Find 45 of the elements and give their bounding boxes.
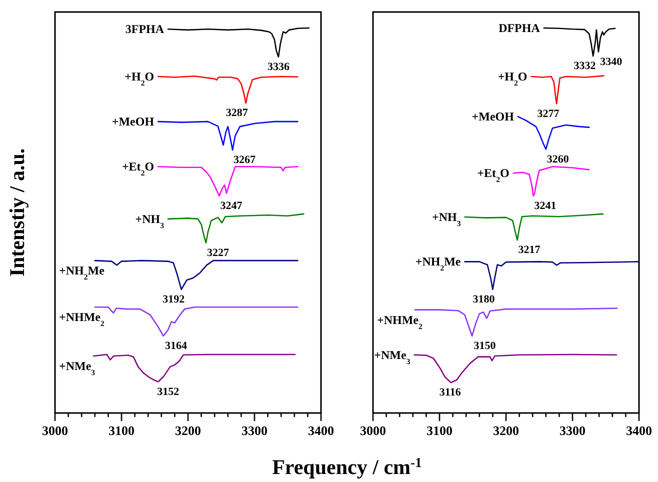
annotation: 3152 <box>157 386 180 398</box>
series-label: 3FPHA <box>125 22 164 36</box>
x-tick-label: 3100 <box>108 423 134 438</box>
series-label: +Et$_{2}$O <box>477 166 510 184</box>
annotation: 3217 <box>518 244 541 256</box>
series-label: +H$_{2}$O <box>498 70 528 88</box>
annotation: 3247 <box>220 200 243 212</box>
x-tick-label: 3400 <box>626 423 652 438</box>
series-label: +NH$_{3}$ <box>135 212 164 230</box>
annotation: 3164 <box>165 340 188 352</box>
annotation: 3267 <box>234 154 256 166</box>
series-label: +NMe$_{3}$ <box>374 348 410 366</box>
series-label: +MeOH <box>472 110 515 124</box>
x-tick-label: 3300 <box>242 423 268 438</box>
series-label: +NHMe$_{2}$ <box>377 312 422 330</box>
x-tick-label: 3000 <box>42 423 68 438</box>
x-tick-label: 3100 <box>426 423 452 438</box>
annotation: 3277 <box>537 108 560 120</box>
series-label: +NMe$_{3}$ <box>59 359 96 377</box>
annotation: 3150 <box>474 340 496 352</box>
y-axis-title: Intenstiy / a.u. <box>5 148 29 277</box>
x-tick-label: 3200 <box>175 423 201 438</box>
series-label: +NH$_{2}$Me <box>59 264 106 282</box>
series-label: +Et$_{2}$O <box>122 160 154 178</box>
annotation: 3227 <box>206 246 230 259</box>
x-tick-label: 3000 <box>360 423 386 438</box>
series-label: +H$_{2}$O <box>124 70 154 88</box>
annotation: 3332 <box>574 60 596 72</box>
series-label: DFPHA <box>498 21 540 35</box>
annotation: 3340 <box>600 56 623 68</box>
annotation: 3336 <box>267 60 290 73</box>
annotation: 3260 <box>546 153 570 166</box>
annotation: 3287 <box>226 107 248 120</box>
series-label: +MeOH <box>112 114 155 129</box>
annotation: 3180 <box>472 293 496 306</box>
x-tick-label: 3400 <box>308 423 334 438</box>
x-tick-label: 3200 <box>493 423 519 438</box>
series-label: +NH$_{3}$ <box>432 210 461 228</box>
x-tick-label: 3300 <box>560 423 586 438</box>
annotation: 3241 <box>534 200 556 212</box>
series-label: +NH$_{2}$Me <box>415 254 462 272</box>
x-axis-title: Frequency / cm$^{-1}$ <box>272 454 422 479</box>
annotation: 3116 <box>439 386 462 399</box>
series-label: +NHMe$_{2}$ <box>59 310 104 328</box>
annotation: 3192 <box>162 293 186 306</box>
